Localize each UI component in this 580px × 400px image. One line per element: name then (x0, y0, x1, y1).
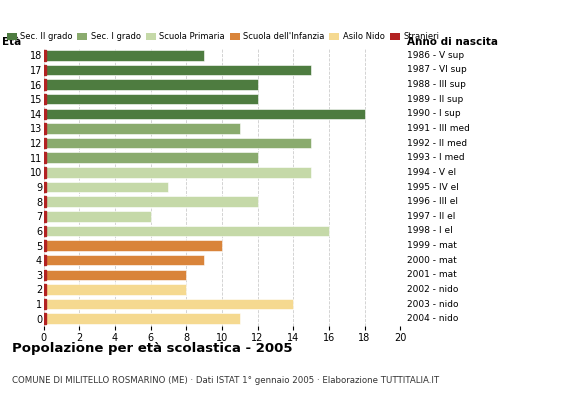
Bar (38, 226, 46, 236)
Bar (38, 270, 46, 280)
Text: 2000 - mat: 2000 - mat (407, 256, 456, 265)
Bar (44, 152, 258, 163)
Text: 1988 - III sup: 1988 - III sup (407, 80, 465, 89)
Bar (38, 50, 46, 60)
Bar (38, 152, 46, 163)
Bar (44, 270, 186, 280)
Bar (44, 94, 258, 104)
Text: 1987 - VI sup: 1987 - VI sup (407, 66, 466, 74)
Bar (44, 226, 329, 236)
Text: 1999 - mat: 1999 - mat (407, 241, 456, 250)
Text: Anno di nascita: Anno di nascita (407, 38, 498, 48)
Bar (44, 255, 204, 266)
Bar (44, 167, 311, 178)
Bar (38, 138, 46, 148)
Text: 2003 - nido: 2003 - nido (407, 300, 458, 308)
Bar (44, 138, 311, 148)
Text: 1990 - I sup: 1990 - I sup (407, 109, 460, 118)
Bar (38, 196, 46, 207)
Text: 1998 - I el: 1998 - I el (407, 226, 452, 235)
Text: 1986 - V sup: 1986 - V sup (407, 51, 463, 60)
Bar (38, 167, 46, 178)
Bar (44, 182, 168, 192)
Text: Età: Età (2, 38, 21, 48)
Bar (38, 182, 46, 192)
Bar (38, 255, 46, 266)
Bar (44, 240, 222, 251)
Text: COMUNE DI MILITELLO ROSMARINO (ME) · Dati ISTAT 1° gennaio 2005 · Elaborazione T: COMUNE DI MILITELLO ROSMARINO (ME) · Dat… (12, 376, 438, 385)
Text: 1992 - II med: 1992 - II med (407, 139, 467, 148)
Bar (38, 79, 46, 90)
Bar (44, 50, 204, 60)
Bar (44, 299, 293, 309)
Bar (44, 108, 365, 119)
Text: Popolazione per età scolastica - 2005: Popolazione per età scolastica - 2005 (12, 342, 292, 355)
Bar (38, 211, 46, 222)
Bar (38, 314, 46, 324)
Bar (38, 94, 46, 104)
Bar (38, 65, 46, 75)
Text: 1991 - III med: 1991 - III med (407, 124, 469, 133)
Bar (44, 123, 240, 134)
Text: 1995 - IV el: 1995 - IV el (407, 182, 458, 192)
Bar (44, 314, 240, 324)
Text: 1989 - II sup: 1989 - II sup (407, 95, 463, 104)
Legend: Sec. II grado, Sec. I grado, Scuola Primaria, Scuola dell'Infanzia, Asilo Nido, : Sec. II grado, Sec. I grado, Scuola Prim… (6, 32, 439, 41)
Bar (38, 108, 46, 119)
Bar (44, 65, 311, 75)
Text: 2001 - mat: 2001 - mat (407, 270, 456, 279)
Text: 1996 - III el: 1996 - III el (407, 197, 458, 206)
Bar (44, 79, 258, 90)
Text: 1994 - V el: 1994 - V el (407, 168, 456, 177)
Bar (38, 240, 46, 251)
Text: 1993 - I med: 1993 - I med (407, 153, 464, 162)
Bar (44, 284, 186, 295)
Text: 2004 - nido: 2004 - nido (407, 314, 458, 323)
Bar (44, 196, 258, 207)
Bar (38, 284, 46, 295)
Text: 1997 - II el: 1997 - II el (407, 212, 455, 221)
Bar (38, 123, 46, 134)
Bar (38, 299, 46, 309)
Text: 2002 - nido: 2002 - nido (407, 285, 458, 294)
Bar (44, 211, 151, 222)
